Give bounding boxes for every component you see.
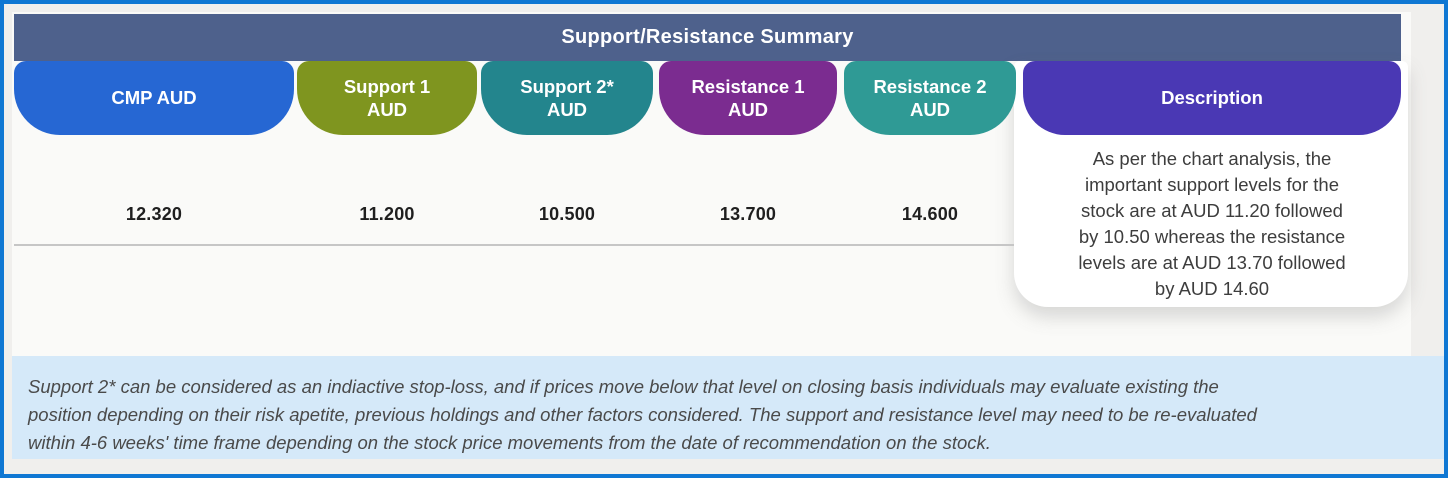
cell-support-1-value: 11.200: [359, 203, 415, 224]
column-header-support-2-label: Support 2* AUD: [520, 75, 614, 120]
column-header-support-1-label: Support 1 AUD: [343, 75, 431, 120]
column-header-resistance-1: Resistance 1 AUD: [659, 61, 837, 135]
column-header-resistance-2-label: Resistance 2 AUD: [873, 75, 987, 120]
column-header-description-label: Description: [1161, 87, 1263, 109]
footnote-text: Support 2* can be considered as an india…: [28, 376, 1257, 453]
column-header-cmp-label: CMP AUD: [111, 87, 197, 109]
column-header-resistance-2: Resistance 2 AUD: [844, 61, 1016, 135]
column-header-cmp: CMP AUD: [14, 61, 294, 135]
column-header-support-2: Support 2* AUD: [481, 61, 653, 135]
row-divider: [14, 244, 1014, 246]
description-text: As per the chart analysis, the important…: [1078, 148, 1346, 299]
table-title-bar: Support/Resistance Summary: [14, 14, 1401, 61]
column-header-support-1: Support 1 AUD: [297, 61, 477, 135]
cell-cmp-value: 12.320: [125, 203, 183, 224]
cell-support-2-value: 10.500: [538, 203, 596, 224]
cell-resistance-1-value: 13.700: [719, 203, 777, 224]
table-title: Support/Resistance Summary: [561, 26, 854, 48]
footnote-panel: Support 2* can be considered as an india…: [12, 356, 1444, 459]
cell-resistance-2-value: 14.600: [901, 203, 959, 224]
column-header-resistance-1-label: Resistance 1 AUD: [691, 75, 805, 120]
column-header-description: Description: [1023, 61, 1401, 135]
